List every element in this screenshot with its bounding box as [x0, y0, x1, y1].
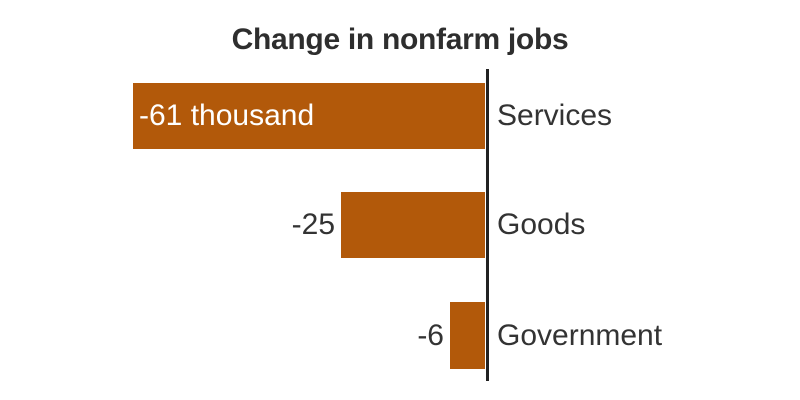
- category-label-government: Government: [497, 318, 663, 352]
- category-label-services: Services: [497, 99, 613, 132]
- bar-services: -61 thousand: [133, 83, 485, 149]
- value-label-goods: -25: [291, 208, 335, 241]
- bar-government: [450, 302, 485, 369]
- category-label-goods: Goods: [497, 208, 586, 241]
- chart-title: Change in nonfarm jobs: [231, 23, 569, 56]
- bar-goods: [341, 192, 485, 258]
- value-label-services: -61 thousand: [139, 99, 315, 132]
- zero-baseline-axis: [486, 69, 489, 381]
- value-label-government: -6: [417, 318, 444, 352]
